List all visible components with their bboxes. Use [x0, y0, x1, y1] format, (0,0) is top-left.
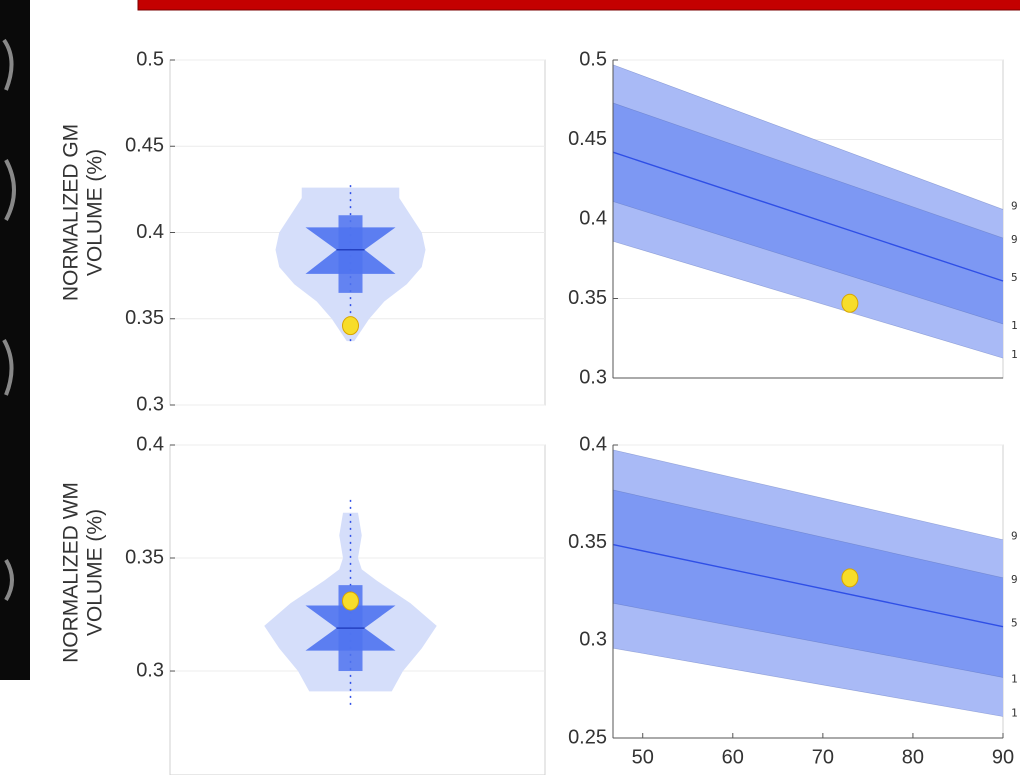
x-tick-label: 70 — [812, 746, 834, 768]
y-tick-label: 0.45 — [568, 128, 607, 150]
y-tick-label: 0.35 — [568, 287, 607, 309]
x-tick-label: 80 — [902, 746, 924, 768]
percentile-label: 9 — [1011, 530, 1018, 543]
percentile-label: 1 — [1011, 707, 1018, 720]
y-tick-label: 0.25 — [568, 726, 607, 748]
y-tick-label: 0.35 — [125, 307, 164, 329]
y-tick-label: 0.45 — [125, 135, 164, 157]
chart-panel: 0.25 0.3 0.35 0.4 50 60 70 80 90 9 9 5 1 1 — [568, 433, 1018, 768]
header-bar — [138, 0, 1020, 10]
percentile-label: 5 — [1011, 617, 1018, 630]
y-tick-label: 0.4 — [579, 433, 607, 455]
y-tick-label: 0.4 — [579, 207, 607, 229]
y-tick-label: 0.35 — [125, 546, 164, 568]
percentile-label: 1 — [1011, 319, 1018, 332]
subject-point — [343, 592, 359, 610]
percentile-label: 9 — [1011, 199, 1018, 212]
y-tick-label: 0.3 — [579, 366, 607, 388]
percentile-label: 9 — [1011, 233, 1018, 246]
y-tick-label: 0.4 — [136, 433, 164, 455]
x-tick-label: 50 — [632, 746, 654, 768]
x-tick-label: 90 — [992, 746, 1014, 768]
y-axis-label: VOLUME (%) — [84, 149, 107, 276]
y-tick-label: 0.4 — [136, 221, 164, 243]
y-axis-label: NORMALIZED WM — [60, 482, 83, 663]
percentile-label: 1 — [1011, 672, 1018, 685]
y-tick-label: 0.5 — [136, 48, 164, 70]
y-axis-label: VOLUME (%) — [84, 509, 107, 636]
y-tick-label: 0.3 — [136, 659, 164, 681]
subject-point — [343, 317, 359, 335]
x-tick-label: 60 — [722, 746, 744, 768]
subject-point — [842, 569, 858, 587]
screenshot: 0.30.350.40.450.5NORMALIZED GMVOLUME (%)… — [0, 0, 1020, 775]
y-tick-label: 0.3 — [579, 629, 607, 651]
y-axis-label: NORMALIZED GM — [60, 124, 83, 301]
percentile-label: 1 — [1011, 348, 1018, 361]
y-tick-label: 0.3 — [136, 393, 164, 415]
y-tick-label: 0.35 — [568, 531, 607, 553]
percentile-label: 9 — [1011, 573, 1018, 586]
chart-panel: 0.3 0.35 0.4 0.45 0.5 9 9 5 1 1 — [568, 48, 1018, 388]
percentile-label: 5 — [1011, 271, 1018, 284]
y-tick-label: 0.5 — [579, 48, 607, 70]
subject-point — [842, 294, 858, 312]
